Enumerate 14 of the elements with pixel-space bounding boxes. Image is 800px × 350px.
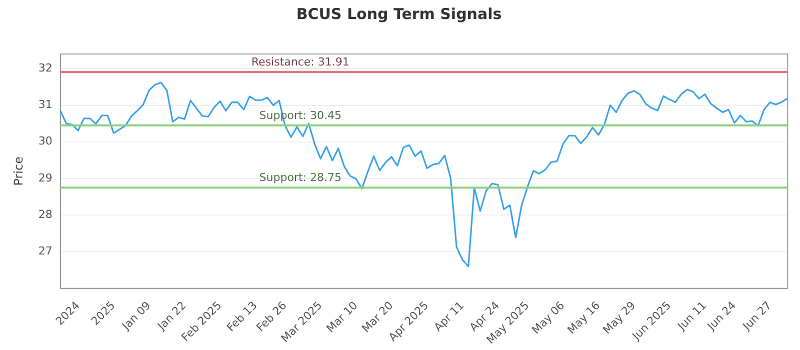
ref-line-label: Support: 28.75 [259,170,342,184]
x-tick-label: Mar 10 [324,298,360,336]
y-tick-label: 27 [38,244,52,258]
y-tick-label: 30 [38,134,52,148]
chart-title: BCUS Long Term Signals [296,4,502,23]
y-tick-label: 29 [38,171,52,184]
y-tick-label: 31 [38,98,52,112]
ref-line-label: Resistance: 31.91 [251,55,350,68]
x-tick-label: Jan 09 [118,298,154,334]
x-tick-label: Jun 27 [740,298,774,334]
y-tick-label: 32 [38,62,52,75]
x-tick-label: Apr 11 [432,298,467,334]
y-tick-label: 28 [38,208,52,221]
y-axis-title: Price [11,156,26,186]
